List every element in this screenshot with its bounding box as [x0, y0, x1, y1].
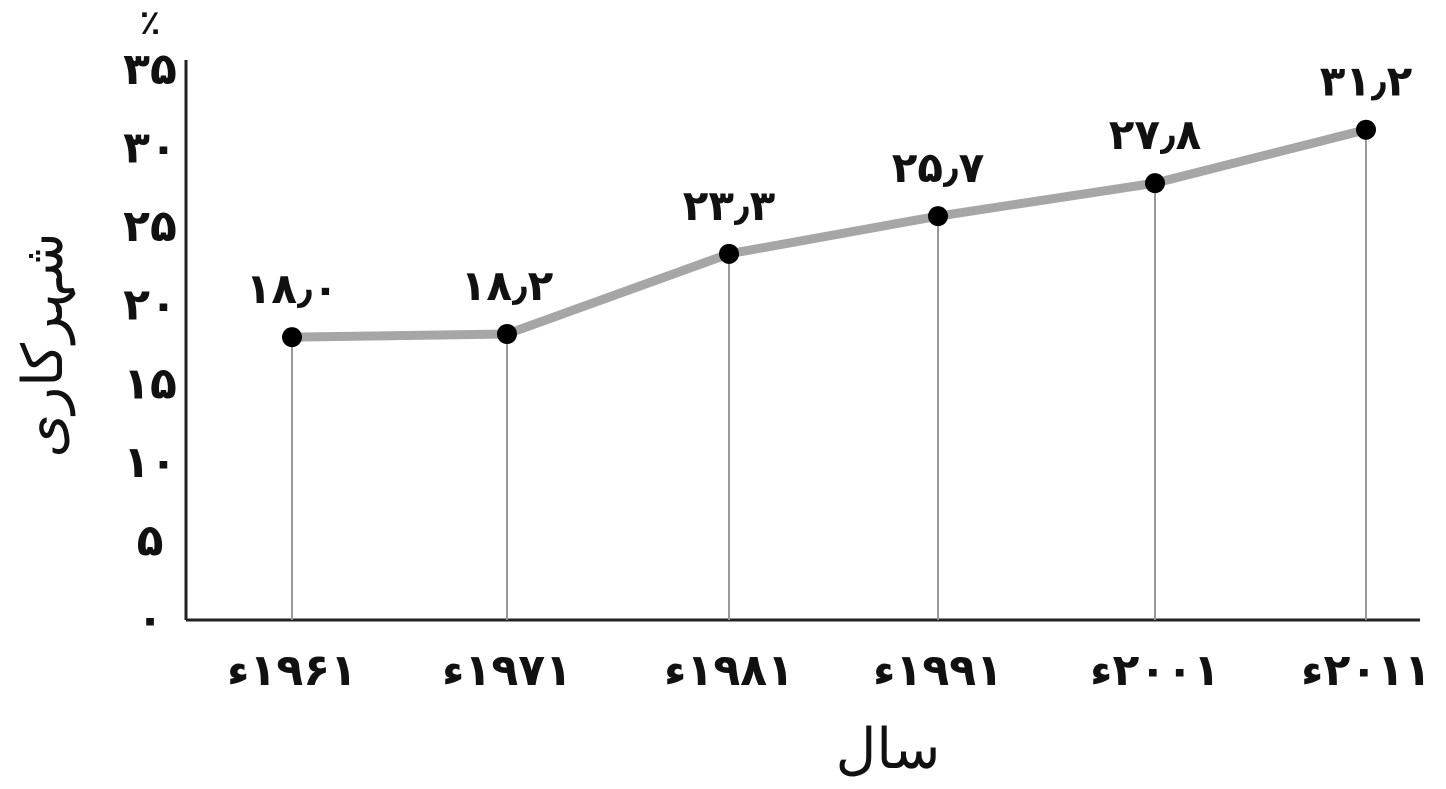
data-label: ۲۳٫۳ [683, 181, 776, 230]
y-tick-label: ۱۰ [123, 437, 177, 488]
y-tick-label: ۲۵ [123, 201, 177, 252]
y-tick-label: ۱۵ [123, 358, 177, 409]
series-line [287, 125, 1371, 342]
y-tick-label: ۰ [137, 594, 164, 645]
data-point [282, 327, 302, 348]
data-label: ۱۸٫۰ [246, 264, 339, 313]
x-tick-labels: ۱۹۶۱ء ۱۹۷۱ء ۱۹۸۱ء ۱۹۹۱ء ۲۰۰۱ء ۲۰۱۱ء [227, 645, 1431, 696]
data-label: ۲۵٫۷ [892, 143, 985, 192]
y-tick-label: ۳۵ [123, 44, 177, 95]
data-point [1145, 173, 1165, 194]
data-labels: ۱۸٫۰ ۱۸٫۲ ۲۳٫۳ ۲۵٫۷ ۲۷٫۸ ۳۱٫۲ [246, 57, 1413, 313]
data-label: ۱۸٫۲ [461, 261, 554, 310]
y-axis-title: شہرکاری [11, 232, 76, 457]
data-point [1356, 119, 1376, 140]
data-label: ۲۷٫۸ [1109, 110, 1202, 159]
data-label: ۳۱٫۲ [1320, 57, 1413, 106]
drop-lines [291, 129, 1367, 620]
y-tick-label: ۳۰ [123, 123, 177, 174]
axes [184, 60, 1420, 622]
x-axis-title: سال [836, 717, 941, 782]
x-tick-label: ۲۰۰۱ء [1090, 645, 1220, 696]
x-tick-label: ۲۰۱۱ء [1301, 645, 1431, 696]
x-tick-label: ۱۹۶۱ء [227, 645, 357, 696]
x-tick-label: ۱۹۹۱ء [873, 645, 1003, 696]
y-unit-label: ٪ [140, 3, 161, 43]
data-markers [282, 119, 1376, 348]
data-point [928, 206, 948, 227]
data-point [719, 243, 739, 264]
y-tick-label: ۲۰ [123, 280, 177, 331]
y-tick-labels: ۰ ۵ ۱۰ ۱۵ ۲۰ ۲۵ ۳۰ ۳۵ [123, 44, 177, 645]
y-tick-label: ۵ [137, 515, 164, 566]
data-point [497, 324, 517, 344]
x-tick-label: ۱۹۷۱ء [442, 645, 572, 696]
x-tick-label: ۱۹۸۱ء [664, 645, 794, 696]
